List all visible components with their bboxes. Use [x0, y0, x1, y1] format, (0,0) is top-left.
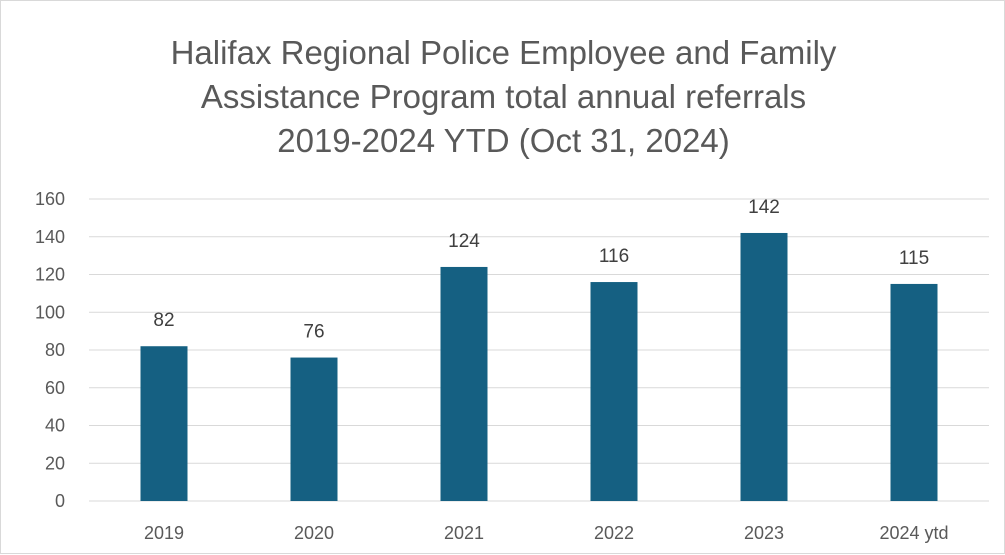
chart-title: Halifax Regional Police Employee and Fam…	[1, 31, 1005, 163]
y-axis-tick-labels: 0 20 40 60 80 100 120 140 160	[35, 189, 65, 511]
chart-title-line-1: Halifax Regional Police Employee and Fam…	[170, 34, 837, 71]
bars	[140, 232, 938, 501]
y-tick-label: 80	[45, 340, 65, 360]
y-tick-label: 0	[55, 491, 65, 511]
y-tick-label: 60	[45, 378, 65, 398]
y-tick-label: 160	[35, 189, 65, 209]
data-label: 116	[599, 246, 629, 267]
bar-2021	[440, 266, 488, 501]
bar-2020	[290, 357, 338, 501]
x-tick-label: 2024 ytd	[879, 523, 948, 543]
bar-2019	[140, 346, 188, 501]
x-tick-label: 2021	[444, 523, 484, 543]
bar-2023	[740, 232, 788, 501]
x-tick-label: 2020	[294, 523, 334, 543]
data-label: 76	[303, 322, 324, 343]
x-tick-label: 2023	[744, 523, 784, 543]
gridlines	[89, 198, 989, 502]
bar-2024-ytd	[890, 283, 938, 501]
y-tick-label: 140	[35, 227, 65, 247]
y-tick-label: 40	[45, 416, 65, 436]
data-label: 115	[899, 248, 929, 269]
chart-title-line-2: Assistance Program total annual referral…	[200, 78, 807, 115]
y-tick-label: 20	[45, 453, 65, 473]
data-label: 82	[153, 310, 174, 331]
y-tick-label: 120	[35, 265, 65, 285]
bar-2022	[590, 282, 638, 501]
data-label: 124	[448, 231, 480, 252]
x-axis-tick-labels: 2019 2020 2021 2022 2023 2024 ytd	[144, 523, 949, 543]
y-tick-label: 100	[35, 302, 65, 322]
data-labels: 82 76 124 116 142 115	[153, 197, 929, 343]
x-tick-label: 2022	[594, 523, 634, 543]
chart-title-line-3: 2019-2024 YTD (Oct 31, 2024)	[277, 122, 730, 159]
data-label: 142	[748, 197, 780, 218]
x-tick-label: 2019	[144, 523, 184, 543]
